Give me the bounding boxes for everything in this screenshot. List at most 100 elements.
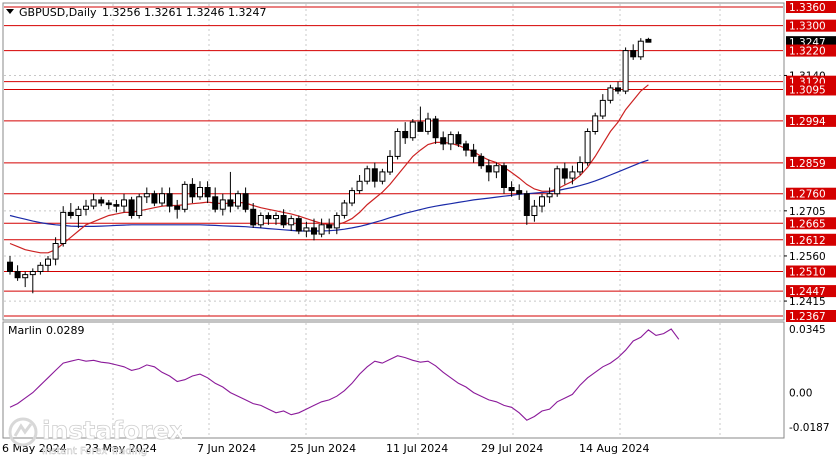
level-price-tag: [786, 187, 836, 200]
candle-body: [257, 215, 264, 226]
candle-body: [105, 202, 112, 206]
candle-body: [121, 199, 127, 207]
indicator-value: 0.0289: [46, 324, 85, 337]
candle-body: [387, 155, 393, 173]
candle-body: [463, 143, 469, 151]
time-tick-label: 29 Jul 2024: [481, 442, 543, 455]
candle-body: [227, 199, 234, 207]
candle-body: [52, 243, 59, 260]
candle-body: [333, 215, 340, 229]
candle-body: [432, 118, 439, 139]
candle-body: [143, 193, 150, 198]
candle-body: [645, 38, 652, 43]
candle-body: [379, 171, 386, 182]
candle-body: [478, 155, 485, 167]
candle-body: [554, 168, 561, 195]
candle-body: [166, 193, 173, 207]
candle-body: [242, 193, 249, 210]
logo-tagline: Instant Forex Trading: [42, 446, 147, 457]
level-price-tag: [786, 83, 836, 96]
candle-body: [219, 199, 226, 210]
price-tick-label: 1.3220: [789, 46, 826, 58]
price-tick-label: 1.2859: [789, 158, 826, 170]
candle-body: [599, 99, 606, 117]
candle-body: [174, 205, 181, 210]
candle-body: [75, 208, 82, 217]
candle-body: [67, 211, 74, 216]
candle-body: [90, 199, 97, 207]
candle-body: [356, 180, 363, 192]
candle-body: [508, 187, 515, 192]
level-price-tag: [786, 114, 836, 127]
price-tick-label: 1.2510: [789, 267, 826, 279]
candle-body: [630, 50, 637, 58]
candle-body: [493, 165, 500, 173]
candle-body: [485, 165, 492, 173]
symbol-title: GBPUSD,Daily: [19, 6, 97, 19]
candle-body: [364, 168, 371, 182]
candle-body: [235, 193, 241, 207]
indicator-name: Marlin: [8, 324, 42, 337]
candle-body: [569, 171, 576, 179]
candle-body: [425, 118, 431, 132]
candle-body: [440, 137, 447, 145]
candle-body: [181, 183, 188, 210]
price-tick-label: 1.3095: [789, 84, 826, 96]
indicator-tick-label: -0.0187: [789, 422, 830, 434]
instaforex-logo: instaforex Instant Forex Trading: [8, 416, 182, 457]
candle-body: [212, 196, 219, 210]
candle-body: [280, 215, 287, 226]
candle-body: [22, 274, 29, 279]
price-tick-label: 1.2560: [789, 251, 826, 263]
candle-body: [37, 264, 44, 272]
candle-body: [7, 261, 13, 273]
candle-body: [98, 199, 105, 204]
level-price-tag: [786, 285, 836, 298]
candle-body: [295, 218, 302, 232]
collapse-triangle-icon[interactable]: [6, 9, 14, 14]
price-tick-label: 1.3360: [789, 2, 826, 14]
indicator-panel-frame: [2, 321, 785, 439]
time-tick-label: 25 Jun 2024: [290, 442, 356, 455]
candle-body: [539, 196, 545, 207]
candle-body: [409, 121, 416, 139]
candle-body: [45, 258, 51, 266]
candle-body: [159, 193, 165, 204]
candle-body: [197, 187, 203, 198]
marlin-indicator: 0.0345 0.00 -0.0187: [9, 324, 830, 434]
candle-body: [546, 193, 553, 198]
price-tick-label: 1.2367: [789, 311, 826, 323]
candle-body: [311, 227, 317, 235]
candle-body: [637, 40, 644, 58]
candle-body: [83, 205, 89, 210]
price-axis: 1.33601.33001.32471.32201.31401.31201.30…: [784, 1, 836, 323]
candle-body: [349, 190, 355, 204]
price-tick-label: 1.2612: [789, 235, 826, 247]
candle-body: [584, 131, 591, 164]
candle-body: [402, 131, 409, 139]
candle-body: [341, 202, 348, 216]
level-price-tag: [786, 1, 836, 13]
candle-body: [561, 168, 568, 179]
level-price-tag: [786, 44, 836, 57]
candle-body: [250, 208, 257, 226]
time-tick-label: 11 Jul 2024: [386, 442, 448, 455]
candle-body: [60, 211, 67, 244]
candle-body: [204, 187, 211, 198]
price-tick-label: 1.2447: [789, 286, 826, 298]
candle-body: [516, 190, 523, 195]
level-price-tag: [786, 19, 836, 32]
price-tick-label: 1.2665: [789, 218, 826, 230]
horizontal-levels: [4, 6, 783, 317]
candle-body: [615, 87, 621, 92]
level-price-tag: [786, 265, 836, 278]
candle-body: [189, 183, 196, 198]
indicator-tick-label: 0.0345: [789, 324, 826, 336]
candle-body: [531, 205, 538, 216]
candle-body: [592, 115, 599, 133]
candle-body: [128, 199, 135, 216]
candle-body: [14, 271, 21, 279]
time-tick-label: 14 Aug 2024: [579, 442, 649, 455]
candle-body: [371, 168, 378, 182]
